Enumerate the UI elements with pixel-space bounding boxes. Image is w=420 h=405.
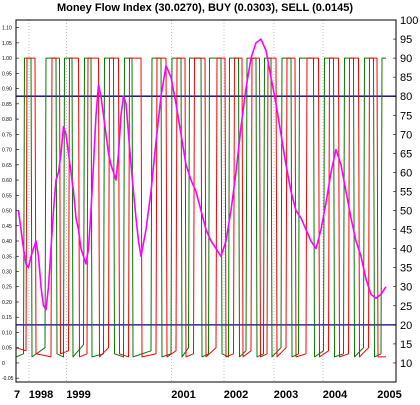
left-tick-label: 1.05 xyxy=(2,41,12,47)
right-tick-label: 30 xyxy=(400,282,412,294)
right-tick-label: 55 xyxy=(400,186,412,198)
left-tick-label: 0.65 xyxy=(2,163,12,169)
right-tick-label: 60 xyxy=(400,167,412,179)
series-group xyxy=(15,38,387,358)
left-tick-label: 1.10 xyxy=(2,26,12,32)
left-tick-label: 0.55 xyxy=(2,193,12,199)
right-tick-label: 10 xyxy=(400,358,412,370)
right-tick-label: 50 xyxy=(400,206,412,218)
left-tick-label: 0.40 xyxy=(2,239,12,245)
x-axis: 7 1998 1999 2001 2002 2003 2004 2005 xyxy=(14,389,402,401)
right-tick-label: 95 xyxy=(400,34,412,46)
left-tick-label: 0.25 xyxy=(2,285,12,291)
right-tick-label: 100 xyxy=(400,15,418,27)
left-axis: -0.05 0 0.05 0.10 0.15 0.20 0.25 0.30 0.35 0.40 0.… xyxy=(2,26,19,382)
left-tick-label: -0.05 xyxy=(2,376,14,382)
chart-title: Money Flow Index (30.0270), BUY (0.0303)… xyxy=(57,2,353,14)
left-tick-label: 0.30 xyxy=(2,269,12,275)
x-tick-label-2004: 2004 xyxy=(323,389,348,400)
right-tick-label: 20 xyxy=(400,320,412,332)
x-tick-label-7: 7 xyxy=(14,389,20,400)
left-tick-label: 0.90 xyxy=(2,87,12,93)
right-tick-label: 25 xyxy=(400,301,412,313)
left-tick-label: 0.60 xyxy=(2,178,12,184)
x-tick-label-1998: 1998 xyxy=(29,389,53,400)
x-tick-label-2001: 2001 xyxy=(171,389,195,400)
right-tick-label: 45 xyxy=(400,225,412,237)
right-tick-label: 35 xyxy=(400,263,412,275)
x-tick-label-1999: 1999 xyxy=(66,389,90,400)
series-line-money-flow-index xyxy=(17,38,387,311)
x-tick-label-2002: 2002 xyxy=(224,389,248,400)
x-tick-label-2005: 2005 xyxy=(377,389,401,400)
right-tick-label: 80 xyxy=(400,91,412,103)
right-tick-label: 65 xyxy=(400,148,412,160)
left-tick-label: 0.85 xyxy=(2,102,12,108)
left-tick-label: 0 xyxy=(2,361,5,367)
x-tick-label-2003: 2003 xyxy=(274,389,298,400)
right-tick-label: 75 xyxy=(400,110,412,122)
left-tick-label: 0.50 xyxy=(2,209,12,215)
right-tick-label: 90 xyxy=(400,53,412,65)
right-tick-label: 15 xyxy=(400,339,412,351)
left-tick-label: 0.70 xyxy=(2,148,12,154)
left-tick-label: 0.95 xyxy=(2,71,12,77)
plot-frame xyxy=(15,19,397,383)
left-tick-label: 0.35 xyxy=(2,254,12,260)
left-tick-label: 1.00 xyxy=(2,56,12,62)
left-tick-label: 0.75 xyxy=(2,132,12,138)
right-tick-label: 70 xyxy=(400,129,412,141)
right-tick-label: 85 xyxy=(400,72,412,84)
left-tick-label: 0.10 xyxy=(2,330,12,336)
series-line-sell xyxy=(15,57,386,358)
left-tick-label: 0.80 xyxy=(2,117,12,123)
left-tick-label: 0.05 xyxy=(2,346,12,352)
right-tick-label: 40 xyxy=(400,244,412,256)
right-axis: 10 15 20 25 30 35 40 45 50 55 60 65 70 75 80 85 90 95 100 xyxy=(393,15,418,370)
left-tick-label: 0.45 xyxy=(2,224,12,230)
left-tick-label: 0.15 xyxy=(2,315,12,321)
left-tick-label: 0.20 xyxy=(2,300,12,306)
